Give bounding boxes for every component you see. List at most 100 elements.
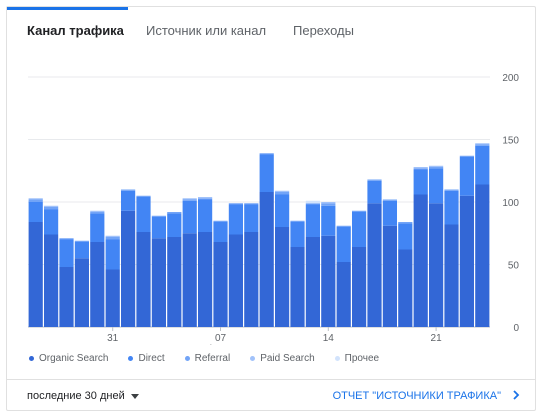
bar-segment: [429, 165, 444, 167]
legend-label: Organic Search: [39, 352, 109, 364]
traffic-channel-card: Канал трафика Источник или канал Переход…: [6, 6, 536, 411]
bar-segment: [244, 232, 259, 327]
bar-segment: [44, 209, 59, 235]
bar-segment: [167, 212, 182, 214]
bar-segment: [305, 204, 320, 237]
bar-segment: [44, 234, 59, 327]
bar-segment: [352, 212, 367, 247]
bar-segment: [213, 220, 228, 222]
tab-traffic-channel[interactable]: Канал трафика: [27, 23, 124, 38]
period-label: последние 30 дней: [27, 390, 125, 402]
traffic-sources-report-link[interactable]: ОТЧЕТ "ИСТОЧНИКИ ТРАФИКА": [333, 380, 521, 412]
bar-segment: [90, 242, 105, 327]
bar-segment: [321, 205, 336, 236]
bar-segment: [382, 200, 397, 226]
bar-segment: [28, 202, 43, 222]
bar-segment: [59, 238, 74, 240]
x-tick-label: 14: [323, 333, 335, 344]
bar-segment: [136, 197, 151, 232]
bar-segment: [136, 232, 151, 327]
legend-dot-icon: [184, 355, 190, 361]
bar-segment: [74, 258, 89, 327]
bar-segment: [429, 167, 444, 169]
bar-segment: [413, 168, 428, 170]
bar-segment: [90, 210, 105, 212]
y-tick-label: 100: [502, 198, 519, 209]
x-tick-label: 21: [431, 333, 443, 344]
bar-segment: [305, 203, 320, 205]
bar-segment: [305, 237, 320, 327]
caret-down-icon: [130, 393, 139, 399]
x-tick-sublabel: февр.: [207, 343, 234, 345]
bar-segment: [367, 203, 382, 327]
bar-segment: [228, 203, 243, 205]
x-tick-label: 31: [107, 333, 119, 344]
bar-segment: [275, 194, 290, 227]
report-link-label: ОТЧЕТ "ИСТОЧНИКИ ТРАФИКА": [332, 390, 501, 402]
legend-label: Прочее: [344, 352, 380, 364]
bar-segment: [151, 215, 166, 217]
bar-segment: [444, 224, 459, 327]
chevron-right-icon: [513, 390, 520, 400]
period-selector[interactable]: последние 30 дней: [27, 380, 139, 412]
bar-segment: [259, 153, 274, 155]
legend-dot-icon: [250, 355, 256, 361]
bar-segment: [74, 240, 89, 242]
bar-segment: [151, 217, 166, 239]
tab-source-medium[interactable]: Источник или канал: [146, 23, 267, 38]
bar-segment: [275, 192, 290, 195]
bar-segment: [259, 154, 274, 192]
bar-segment: [59, 239, 74, 267]
bar-segment: [44, 207, 59, 210]
bar-segment: [475, 145, 490, 185]
legend-dot-icon: [29, 355, 34, 361]
bar-segment: [444, 189, 459, 191]
bar-segment: [382, 199, 397, 201]
bar-segment: [444, 190, 459, 225]
bar-segment: [475, 184, 490, 327]
bar-segment: [105, 239, 120, 270]
bar-segment: [213, 242, 228, 327]
active-tab-indicator: [7, 7, 128, 10]
bar-segment: [198, 198, 213, 200]
legend-item: Paid Search: [250, 353, 315, 364]
bar-segment: [275, 227, 290, 327]
bar-segment: [213, 222, 228, 242]
chart-legend: Organic Search Direct Referral Paid Search П…: [29, 351, 399, 365]
x-tick-sublabel: янв.: [103, 344, 122, 345]
bar-segment: [167, 237, 182, 327]
bar-segment: [290, 247, 305, 327]
bar-segment: [352, 210, 367, 212]
bar-segment: [413, 169, 428, 195]
bar-segment: [475, 144, 490, 146]
bar-segment: [352, 247, 367, 327]
bar-segment: [28, 222, 43, 327]
legend-dot-icon: [128, 355, 134, 361]
y-tick-label: 0: [513, 323, 519, 334]
x-tick-label: 07: [215, 333, 227, 344]
bar-segment: [182, 198, 197, 200]
legend-label: Referral: [194, 352, 231, 364]
bar-segment: [259, 192, 274, 327]
bar-segment: [459, 195, 474, 327]
bar-segment: [105, 269, 120, 327]
legend-item: Direct: [128, 352, 165, 364]
tab-referrals[interactable]: Переходы: [293, 23, 354, 38]
bar-segment: [413, 167, 428, 169]
bar-segment: [198, 232, 213, 327]
bar-segment: [336, 225, 351, 227]
bar-segment: [429, 203, 444, 327]
bar-segment: [167, 213, 182, 237]
y-tick-label: 200: [502, 73, 519, 84]
bar-segment: [228, 234, 243, 327]
y-tick-label: 50: [508, 261, 520, 272]
bar-segment: [336, 227, 351, 262]
bar-segment: [198, 197, 213, 199]
legend-label: Direct: [138, 352, 165, 364]
bar-segment: [28, 199, 43, 202]
bar-segment: [59, 267, 74, 327]
bar-segment: [44, 205, 59, 207]
legend-dot-icon: [334, 355, 340, 361]
legend-item: Прочее: [334, 352, 380, 364]
bar-segment: [244, 203, 259, 205]
